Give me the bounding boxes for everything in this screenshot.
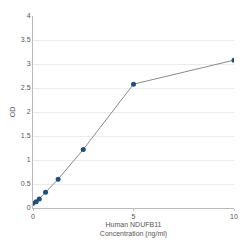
svg-text:0: 0: [31, 213, 35, 220]
svg-text:2: 2: [27, 108, 31, 115]
svg-text:3: 3: [27, 60, 31, 67]
svg-text:10: 10: [230, 213, 238, 220]
svg-text:4: 4: [27, 12, 31, 19]
svg-text:1: 1: [27, 156, 31, 163]
svg-text:0: 0: [27, 204, 31, 211]
svg-text:3.5: 3.5: [21, 36, 31, 43]
svg-text:1.5: 1.5: [21, 132, 31, 139]
svg-text:OD: OD: [9, 107, 16, 118]
svg-text:2.5: 2.5: [21, 84, 31, 91]
svg-text:0.5: 0.5: [21, 180, 31, 187]
svg-text:5: 5: [132, 213, 136, 220]
svg-text:Human NDUFB11Concentration (ng: Human NDUFB11Concentration (ng/ml): [100, 221, 167, 238]
